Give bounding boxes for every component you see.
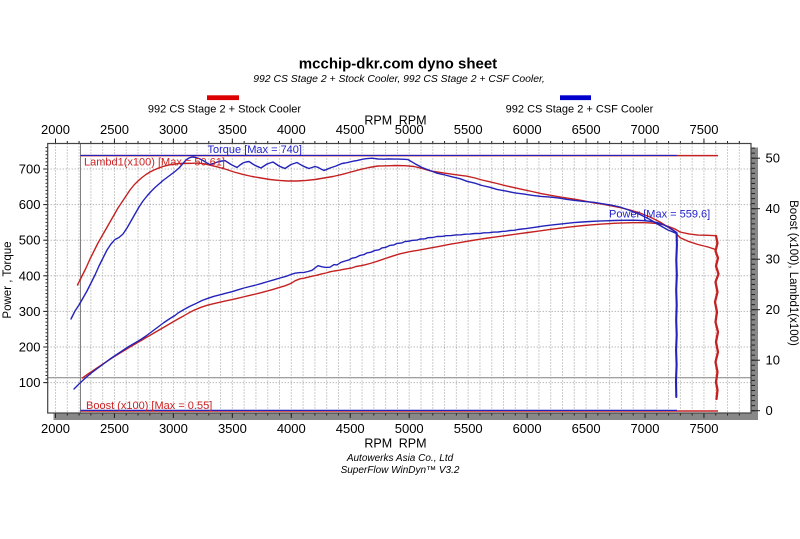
svg-text:5000: 5000 — [395, 421, 424, 436]
svg-text:700: 700 — [19, 162, 41, 177]
svg-text:7500: 7500 — [690, 421, 719, 436]
svg-text:30: 30 — [766, 252, 780, 267]
svg-text:992 CS Stage 2 + Stock Cooler: 992 CS Stage 2 + Stock Cooler — [148, 104, 302, 116]
svg-text:Torque [Max = 740]: Torque [Max = 740] — [208, 144, 302, 156]
svg-text:5000: 5000 — [395, 122, 424, 137]
svg-text:RPM: RPM — [364, 436, 392, 450]
svg-text:4000: 4000 — [277, 421, 306, 436]
svg-text:7000: 7000 — [631, 421, 660, 436]
svg-text:2000: 2000 — [41, 122, 70, 137]
svg-text:6500: 6500 — [572, 421, 601, 436]
svg-text:6000: 6000 — [513, 421, 542, 436]
svg-text:SuperFlow WinDyn™ V3.2: SuperFlow WinDyn™ V3.2 — [341, 465, 460, 476]
svg-text:2500: 2500 — [100, 421, 129, 436]
svg-text:2500: 2500 — [100, 122, 129, 137]
svg-text:6000: 6000 — [513, 122, 542, 137]
svg-text:500: 500 — [19, 233, 41, 248]
svg-text:3000: 3000 — [159, 122, 188, 137]
svg-text:50: 50 — [766, 151, 780, 166]
svg-text:3500: 3500 — [218, 421, 247, 436]
svg-text:Boost (x100), Lambd1(x100): Boost (x100), Lambd1(x100) — [787, 200, 799, 346]
svg-text:5500: 5500 — [454, 122, 483, 137]
svg-text:Autowerks Asia Co., Ltd: Autowerks Asia Co., Ltd — [346, 453, 454, 464]
svg-text:mcchip-dkr.com dyno sheet: mcchip-dkr.com dyno sheet — [299, 56, 497, 73]
svg-text:3500: 3500 — [218, 122, 247, 137]
svg-text:4000: 4000 — [277, 122, 306, 137]
svg-text:4500: 4500 — [336, 122, 365, 137]
svg-text:0: 0 — [766, 403, 773, 418]
svg-text:RPM: RPM — [364, 114, 392, 128]
svg-text:400: 400 — [19, 268, 41, 283]
svg-text:40: 40 — [766, 201, 780, 216]
svg-text:7000: 7000 — [631, 122, 660, 137]
svg-text:992 CS Stage 2 + CSF Cooler: 992 CS Stage 2 + CSF Cooler — [506, 104, 654, 116]
svg-text:3000: 3000 — [159, 421, 188, 436]
svg-text:Power [Max = 559.6]: Power [Max = 559.6] — [609, 209, 710, 221]
svg-text:RPM: RPM — [399, 114, 427, 128]
svg-text:Power , Torque: Power , Torque — [2, 241, 14, 318]
svg-text:2000: 2000 — [41, 421, 70, 436]
svg-text:992 CS Stage 2 + Stock Cooler,: 992 CS Stage 2 + Stock Cooler, 992 CS St… — [253, 74, 545, 85]
svg-text:200: 200 — [19, 340, 41, 355]
svg-text:6500: 6500 — [572, 122, 601, 137]
svg-text:4500: 4500 — [336, 421, 365, 436]
svg-text:20: 20 — [766, 302, 780, 317]
svg-text:10: 10 — [766, 353, 780, 368]
svg-text:600: 600 — [19, 197, 41, 212]
svg-text:300: 300 — [19, 304, 41, 319]
svg-text:Lambd1(x100) [Max = 50.61]: Lambd1(x100) [Max = 50.61] — [84, 157, 225, 169]
svg-text:Boost (x100) [Max = 0.55]: Boost (x100) [Max = 0.55] — [86, 400, 212, 412]
svg-text:100: 100 — [19, 375, 41, 390]
svg-text:5500: 5500 — [454, 421, 483, 436]
svg-text:RPM: RPM — [399, 436, 427, 450]
svg-text:7500: 7500 — [690, 122, 719, 137]
